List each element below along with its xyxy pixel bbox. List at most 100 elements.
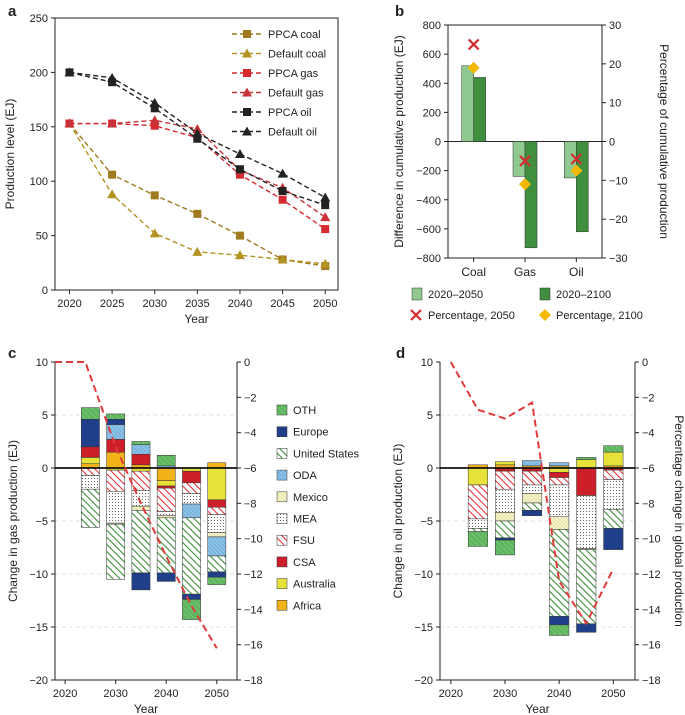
bar-segment-united-states <box>522 502 543 511</box>
data-point <box>320 192 331 202</box>
data-point <box>235 170 244 179</box>
y2-tick-label: −6 <box>244 463 257 475</box>
bar-segment-africa <box>156 467 176 481</box>
bar-segment-csa <box>106 439 126 453</box>
bar-segment-csa <box>576 467 597 496</box>
x-tick-label: 2020 <box>53 688 77 700</box>
bar-segment-mexico <box>495 512 515 522</box>
data-point <box>235 165 244 174</box>
data-point <box>149 115 160 125</box>
legend-label: Europe <box>293 427 328 439</box>
bar-segment-australia <box>156 480 176 487</box>
legend-label: Default coal <box>268 49 326 61</box>
data-point <box>107 118 118 128</box>
y2-tick-label: −10 <box>244 534 263 546</box>
bar-segment-europe <box>495 537 515 541</box>
x-tick-label: 2030 <box>142 298 166 310</box>
y-tick-label: 250 <box>30 13 48 25</box>
y2-tick-label: −12 <box>244 569 263 581</box>
y-tick-label: 400 <box>423 78 441 90</box>
y2-tick-label: −20 <box>609 214 628 226</box>
y-tick-label: 10 <box>36 357 48 369</box>
bar-segment-oda <box>207 536 227 557</box>
legend-label: Africa <box>293 600 322 612</box>
bar-segment-mea <box>156 511 176 516</box>
bar-segment-mea <box>522 484 543 494</box>
bar-segment-mexico <box>522 493 543 504</box>
x-axis-label: Year <box>184 312 208 326</box>
legend-label: MEA <box>293 514 318 526</box>
legend-swatch-africa <box>276 600 288 611</box>
y2-tick-label: 0 <box>609 137 615 149</box>
legend-marker <box>410 309 422 321</box>
bar-segment-united-states <box>207 555 227 573</box>
y-tick-label: 200 <box>30 67 48 79</box>
bar-segment-united-states <box>495 520 515 539</box>
legend-swatch-europe <box>276 426 288 437</box>
y2-tick-label: 0 <box>642 357 648 369</box>
bar-2020-2100 <box>524 141 538 249</box>
y-tick-label: −10 <box>29 569 48 581</box>
data-point <box>193 209 202 218</box>
legend-swatch-oth <box>276 404 288 416</box>
data-point <box>64 118 75 128</box>
y-tick-label: −10 <box>414 569 433 581</box>
y-tick-label: −20 <box>29 675 48 687</box>
y2-axis-label: Percentage change in global production <box>672 415 685 627</box>
data-point <box>108 170 117 179</box>
legend-swatch-oda <box>276 469 288 481</box>
series-line-0 <box>68 123 326 267</box>
y-tick-label: 200 <box>423 107 441 119</box>
bar-segment-csa <box>207 499 227 508</box>
legend-marker <box>242 87 252 97</box>
data-point <box>321 201 330 210</box>
pct-2050-marker <box>570 153 583 165</box>
y2-tick-label: 10 <box>609 98 621 110</box>
x-tick-label: 2050 <box>601 688 625 700</box>
bar-segment-mexico <box>207 532 227 538</box>
bar-segment-fsu <box>495 470 515 490</box>
legend-swatch-csa <box>276 556 288 568</box>
y2-tick-label: −6 <box>642 463 655 475</box>
bar-segment-europe <box>106 418 126 425</box>
y2-tick-label: 0 <box>244 357 250 369</box>
bar-segment-mea <box>106 491 126 524</box>
legend-marker <box>242 126 252 136</box>
legend-swatch-fsu <box>276 534 288 546</box>
y2-tick-label: −16 <box>642 640 661 652</box>
x-tick-label: 2040 <box>228 298 252 310</box>
x-tick-label: 2040 <box>547 688 571 700</box>
legend-swatch-united-states <box>276 448 288 459</box>
legend-label: Australia <box>293 579 337 591</box>
bar-segment-fsu <box>549 477 570 486</box>
bar-segment-mexico <box>549 516 570 530</box>
y2-tick-label: −14 <box>642 604 661 616</box>
bar-segment-united-states <box>467 528 488 532</box>
y2-tick-label: −2 <box>244 392 257 404</box>
data-point <box>149 97 160 107</box>
pct-2100-marker <box>570 164 583 177</box>
bar-segment-csa <box>131 453 151 466</box>
bar-segment-fsu <box>81 467 100 476</box>
x-tick-label: 2025 <box>100 298 124 310</box>
y2-tick-label: −12 <box>642 569 661 581</box>
y2-tick-label: −10 <box>642 534 661 546</box>
y-tick-label: 150 <box>30 122 48 134</box>
bar-segment-oda <box>131 444 151 455</box>
legend-marker <box>243 30 251 38</box>
legend-marker <box>243 108 251 116</box>
y-tick-label: −600 <box>416 224 441 236</box>
y-tick-label: −15 <box>414 622 433 634</box>
bar-segment-fsu <box>603 469 624 480</box>
series-line-1 <box>68 123 326 265</box>
bar-segment-csa <box>182 470 201 484</box>
data-point <box>107 189 118 199</box>
data-point <box>150 191 159 200</box>
x-tick-label: 2030 <box>493 688 517 700</box>
y2-tick-label: −14 <box>244 604 263 616</box>
y-tick-label: −20 <box>414 675 433 687</box>
bar-segment-europe <box>522 510 543 516</box>
y-tick-label: 100 <box>30 176 48 188</box>
bar-segment-oth <box>576 457 597 460</box>
y2-tick-label: −4 <box>642 428 655 440</box>
